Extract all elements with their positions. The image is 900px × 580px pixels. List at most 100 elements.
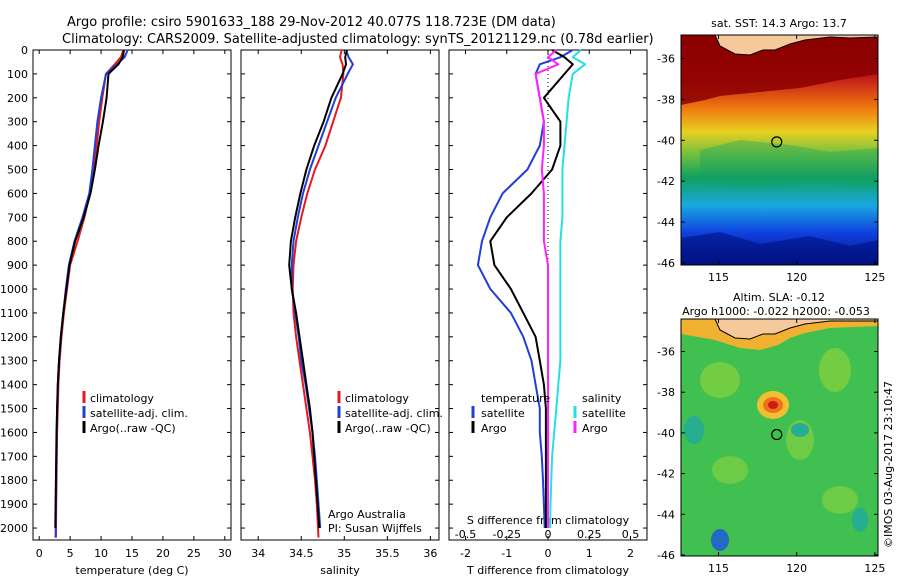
salinity-satellite-adj-clim-line: [290, 49, 354, 529]
lat-tick-label: -38: [657, 386, 675, 399]
sla-feature: [700, 362, 740, 398]
salinity-axis-label: salinity: [320, 564, 360, 577]
lat-tick-label: -42: [657, 175, 675, 188]
lon-tick-label: 115: [708, 562, 729, 575]
x-tick-label: -0.5: [455, 528, 476, 541]
x-tick-label: 20: [156, 547, 170, 560]
legend-label-climatology: climatology: [345, 392, 409, 405]
sla-map-title: Altim. SLA: -0.12: [733, 291, 825, 304]
lat-tick-label: -36: [657, 346, 675, 359]
x-tick-label: 30: [218, 547, 232, 560]
imos-credit: ©IMOS 03-Aug-2017 23:10:47: [882, 381, 895, 548]
x-tick-label: 0.5: [622, 528, 640, 541]
x-tick-label: 35.5: [375, 547, 400, 560]
salinity-argo-raw-qc-line: [288, 49, 348, 529]
difference-salinity-satellite-line: [549, 49, 587, 529]
temperature-x-axis: 0 5 10 15 20 25 30: [36, 50, 232, 560]
difference-temperature-argo-line: [489, 49, 574, 528]
x-tick-label: 0: [36, 547, 43, 560]
depth-tick-label: 2000: [0, 522, 28, 535]
legend-label-climatology: climatology: [90, 392, 154, 405]
depth-tick-label: 1200: [0, 331, 28, 344]
sst-map: [681, 35, 878, 265]
depth-tick-label: 1300: [0, 355, 28, 368]
figure-title-line-2: Climatology: CARS2009. Satellite-adjuste…: [62, 32, 654, 47]
x-tick-label: 0.25: [577, 528, 602, 541]
depth-tick-label: 700: [7, 211, 28, 224]
depth-tick-label: 500: [7, 164, 28, 177]
legend-title-salinity: salinity: [582, 392, 622, 405]
sst-warm-region: [681, 35, 878, 105]
legend-label-satellite: satellite-adj. clim.: [345, 407, 443, 420]
depth-tick-label: 900: [7, 259, 28, 272]
depth-tick-label: 1900: [0, 498, 28, 511]
sla-feature: [791, 423, 809, 437]
sla-feature: [819, 348, 851, 392]
salinity-profile-lines: [288, 49, 354, 538]
depth-tick-label: 1600: [0, 426, 28, 439]
x-tick-label: -0.25: [493, 528, 521, 541]
difference-x-axis: -2 -1 0 1 2: [460, 50, 634, 560]
depth-tick-label: 0: [21, 44, 28, 57]
argo-height-title: Argo h1000: -0.022 h2000: -0.053: [682, 305, 870, 318]
lon-tick-label: 115: [708, 271, 729, 284]
sla-feature: [768, 401, 778, 409]
sla-map-frame: [680, 318, 879, 557]
depth-tick-label: 600: [7, 187, 28, 200]
argo-australia-note: Argo Australia: [328, 508, 406, 521]
x-tick-label: -2: [460, 547, 471, 560]
sla-feature: [712, 456, 748, 484]
legend-label-argo: Argo(..raw -QC): [345, 422, 431, 435]
depth-tick-label: 200: [7, 92, 28, 105]
x-tick-label: 10: [94, 547, 108, 560]
sst-map-title: sat. SST: 14.3 Argo: 13.7: [711, 17, 847, 30]
salinity-x-axis: 34 34.5 35 35.5 36: [251, 50, 437, 560]
x-tick-label: 0: [545, 547, 552, 560]
sla-feature: [684, 416, 704, 444]
x-tick-label: 15: [125, 547, 139, 560]
x-tick-label: 2: [627, 547, 634, 560]
salinity-difference-axis: -0.5-0.2500.250.5: [455, 528, 639, 541]
float-position-marker: [771, 136, 783, 148]
x-tick-label: 5: [67, 547, 74, 560]
lat-tick-label: -46: [657, 549, 675, 562]
sla-feature: [852, 508, 868, 532]
difference-legend: temperature salinity satellite Argo sate…: [471, 392, 626, 435]
temperature-legend: climatology satellite-adj. clim. Argo(..…: [82, 391, 188, 435]
depth-tick-label: 1800: [0, 474, 28, 487]
depth-tick-label: 400: [7, 140, 28, 153]
difference-axis-label: T difference from climatology: [466, 564, 629, 577]
legend-label-satellite: satellite-adj. clim.: [90, 407, 188, 420]
x-tick-label: 36: [423, 547, 437, 560]
depth-axis: 0 100 200 300 400 500 600 700 800 900 1000 1100 1200…: [0, 44, 647, 535]
depth-tick-label: 300: [7, 116, 28, 129]
sla-feature: [822, 486, 858, 514]
sla-map-axes: -36 -38 -40 -42 -44 -46 115 120 125: [657, 319, 885, 575]
pi-name-note: PI: Susan Wijffels: [328, 522, 422, 535]
x-tick-label: 1: [586, 547, 593, 560]
temperature-profile-lines: [54, 49, 129, 538]
salinity-climatology-line: [291, 49, 345, 538]
lat-tick-label: -40: [657, 134, 675, 147]
lat-tick-label: -46: [657, 257, 675, 270]
lat-tick-label: -40: [657, 427, 675, 440]
float-position-marker: [771, 428, 783, 441]
salinity-legend: climatology satellite-adj. clim. Argo(..…: [328, 391, 443, 535]
figure-title-line-1: Argo profile: csiro 5901633_188 29-Nov-2…: [67, 15, 556, 30]
depth-tick-label: 800: [7, 235, 28, 248]
depth-tick-label: 1500: [0, 403, 28, 416]
depth-tick-label: 100: [7, 68, 28, 81]
lon-tick-label: 120: [786, 562, 807, 575]
lat-tick-label: -44: [657, 216, 675, 229]
lon-tick-label: 125: [864, 562, 885, 575]
x-tick-label: -1: [501, 547, 512, 560]
depth-tick-label: 1000: [0, 283, 28, 296]
salinity-panel-frame: [240, 49, 440, 541]
legend-label-temp-satellite: satellite: [481, 407, 525, 420]
lat-tick-label: -36: [657, 53, 675, 66]
legend-label-sal-argo: Argo: [582, 422, 608, 435]
difference-temperature-satellite-line: [476, 49, 574, 529]
depth-tick-label: 1700: [0, 450, 28, 463]
difference-profile-lines: [476, 49, 587, 529]
